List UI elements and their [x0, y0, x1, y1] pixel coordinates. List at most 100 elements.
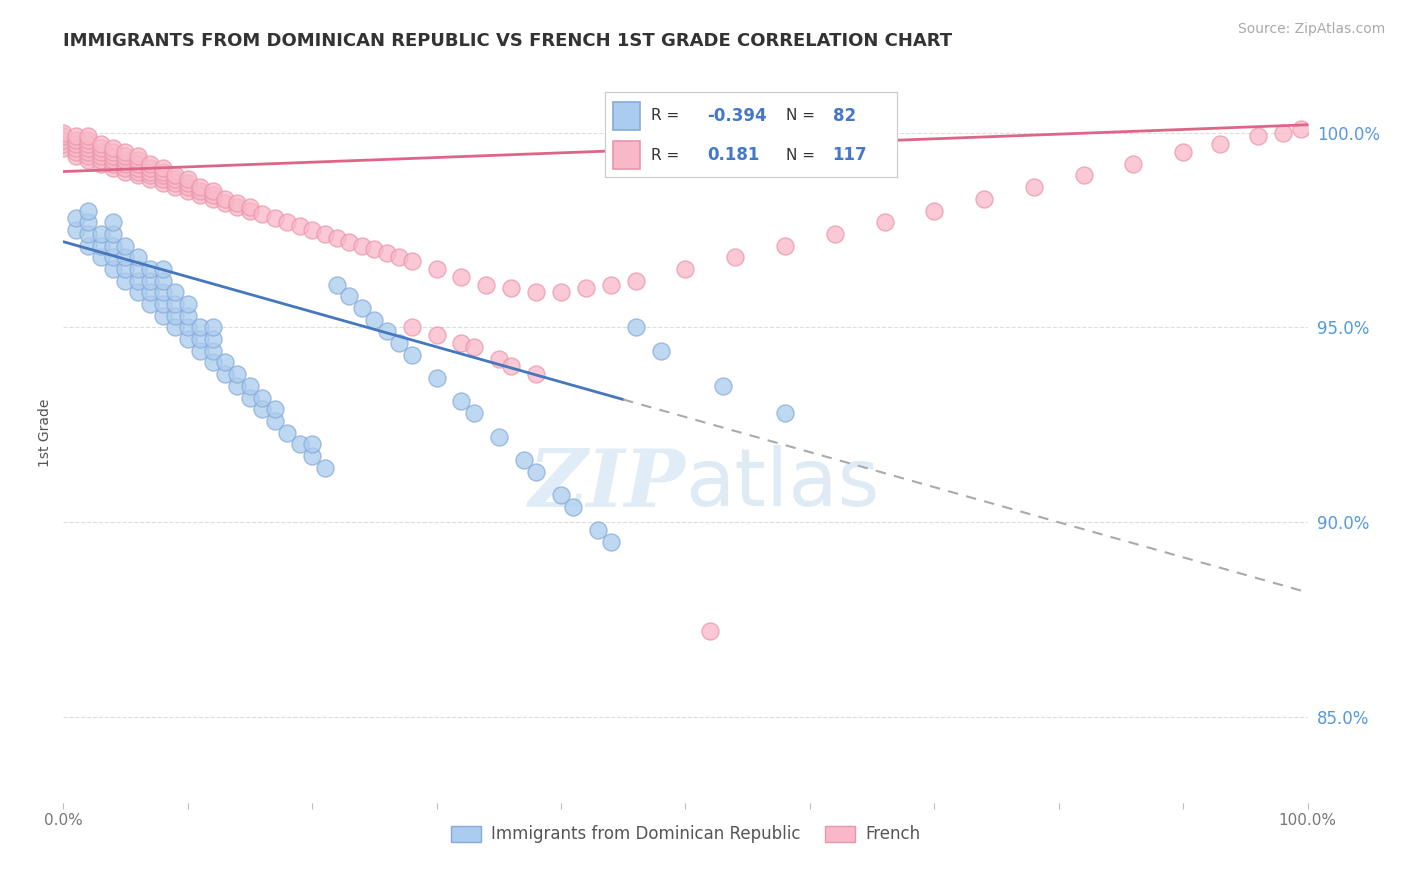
Point — [201, 332, 224, 346]
Point — [90, 250, 112, 264]
Point — [77, 145, 100, 159]
Point — [450, 269, 472, 284]
Point — [152, 169, 174, 183]
Point — [214, 195, 236, 210]
Point — [201, 188, 224, 202]
Point — [65, 223, 87, 237]
Point — [401, 348, 423, 362]
Point — [339, 235, 361, 249]
Point — [375, 324, 398, 338]
Point — [101, 238, 124, 252]
Point — [152, 164, 174, 178]
Point — [65, 149, 87, 163]
Point — [288, 437, 311, 451]
Point — [350, 238, 373, 252]
Point — [77, 215, 100, 229]
Point — [77, 129, 100, 144]
Point — [65, 145, 87, 159]
Point — [114, 161, 136, 175]
Point — [711, 379, 734, 393]
Point — [188, 188, 211, 202]
Point — [77, 203, 100, 218]
Point — [675, 262, 697, 277]
Point — [165, 320, 187, 334]
Point — [114, 157, 136, 171]
Point — [90, 238, 112, 252]
Point — [201, 355, 224, 369]
Point — [114, 238, 136, 252]
Y-axis label: 1st Grade: 1st Grade — [38, 399, 52, 467]
Point — [139, 161, 162, 175]
Point — [152, 172, 174, 186]
Point — [139, 169, 162, 183]
Point — [139, 285, 162, 300]
Point — [301, 437, 323, 451]
Point — [214, 367, 236, 381]
Point — [426, 328, 449, 343]
Point — [375, 246, 398, 260]
Point — [127, 161, 149, 175]
Point — [326, 231, 349, 245]
Point — [65, 129, 87, 144]
Point — [426, 262, 449, 277]
Point — [550, 285, 572, 300]
Point — [463, 340, 485, 354]
Point — [773, 406, 796, 420]
Point — [263, 414, 285, 428]
Legend: Immigrants from Dominican Republic, French: Immigrants from Dominican Republic, Fren… — [444, 819, 927, 850]
Point — [575, 281, 598, 295]
Point — [288, 219, 311, 233]
Point — [524, 367, 547, 381]
Point — [127, 262, 149, 277]
Point — [127, 285, 149, 300]
Point — [214, 192, 236, 206]
Point — [550, 488, 572, 502]
Point — [114, 153, 136, 167]
Point — [201, 184, 224, 198]
Point — [773, 238, 796, 252]
Point — [388, 336, 411, 351]
Point — [152, 262, 174, 277]
Text: IMMIGRANTS FROM DOMINICAN REPUBLIC VS FRENCH 1ST GRADE CORRELATION CHART: IMMIGRANTS FROM DOMINICAN REPUBLIC VS FR… — [63, 32, 952, 50]
Point — [101, 153, 124, 167]
Point — [139, 297, 162, 311]
Point — [301, 449, 323, 463]
Point — [263, 211, 285, 226]
Point — [139, 157, 162, 171]
Point — [226, 200, 249, 214]
Point — [239, 379, 262, 393]
Point — [90, 137, 112, 152]
Point — [276, 215, 298, 229]
Point — [114, 145, 136, 159]
Point — [65, 211, 87, 226]
Point — [624, 320, 647, 334]
Point — [101, 149, 124, 163]
Point — [52, 126, 75, 140]
Point — [501, 359, 523, 374]
Point — [152, 285, 174, 300]
Point — [77, 227, 100, 241]
Point — [152, 176, 174, 190]
Point — [450, 336, 472, 351]
Point — [1122, 157, 1144, 171]
Point — [314, 460, 336, 475]
Point — [201, 192, 224, 206]
Point — [165, 172, 187, 186]
Point — [252, 391, 274, 405]
Point — [77, 149, 100, 163]
Point — [724, 250, 747, 264]
Point — [599, 277, 621, 292]
Point — [699, 624, 721, 639]
Point — [165, 169, 187, 183]
Point — [401, 320, 423, 334]
Point — [239, 200, 262, 214]
Point — [401, 254, 423, 268]
Point — [314, 227, 336, 241]
Point — [824, 227, 846, 241]
Point — [1022, 180, 1045, 194]
Point — [152, 161, 174, 175]
Point — [101, 157, 124, 171]
Point — [177, 297, 200, 311]
Point — [463, 406, 485, 420]
Point — [624, 274, 647, 288]
